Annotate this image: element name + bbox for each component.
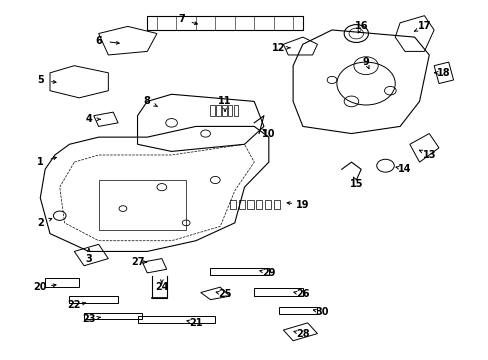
Text: 30: 30: [315, 307, 328, 317]
Text: 19: 19: [296, 200, 309, 210]
Text: 13: 13: [422, 150, 435, 160]
Text: 6: 6: [95, 36, 102, 46]
Text: 5: 5: [37, 75, 43, 85]
Text: 23: 23: [82, 314, 96, 324]
Text: 25: 25: [218, 289, 231, 299]
Text: 7: 7: [178, 14, 184, 24]
Text: 10: 10: [262, 129, 275, 139]
Text: 14: 14: [397, 164, 411, 174]
Text: 24: 24: [155, 282, 168, 292]
Text: 4: 4: [85, 114, 92, 124]
Text: 29: 29: [262, 268, 275, 278]
Text: 12: 12: [271, 43, 285, 53]
Text: 1: 1: [37, 157, 43, 167]
Text: 17: 17: [417, 21, 430, 31]
Text: 8: 8: [143, 96, 150, 107]
Text: 3: 3: [85, 253, 92, 264]
Text: 2: 2: [37, 218, 43, 228]
Text: 21: 21: [189, 318, 202, 328]
Text: 27: 27: [130, 257, 144, 267]
Text: 26: 26: [296, 289, 309, 299]
Text: 28: 28: [295, 329, 309, 339]
Text: 20: 20: [34, 282, 47, 292]
Text: 18: 18: [436, 68, 450, 78]
Text: 11: 11: [218, 96, 231, 107]
Text: 16: 16: [354, 21, 367, 31]
Text: 9: 9: [362, 57, 368, 67]
Text: 22: 22: [67, 300, 81, 310]
Text: 15: 15: [349, 179, 362, 189]
